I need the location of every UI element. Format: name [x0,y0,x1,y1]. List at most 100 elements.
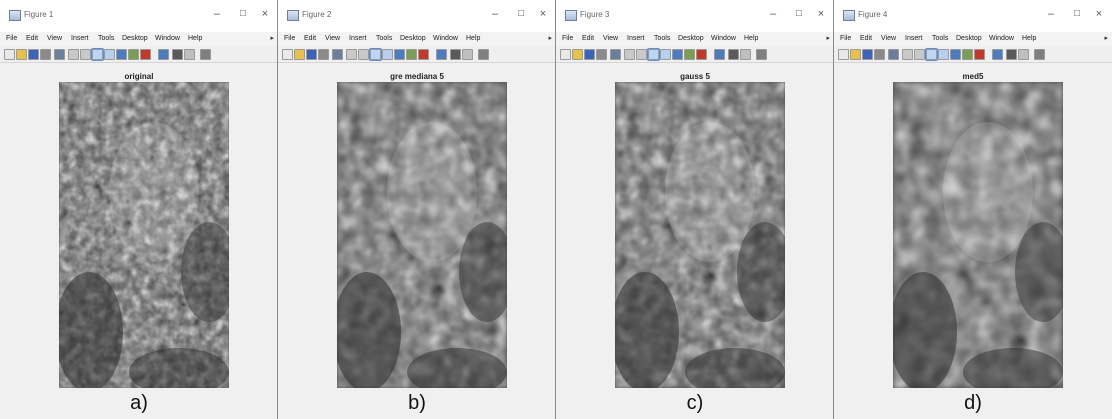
maximize-button[interactable]: □ [517,8,525,19]
print-icon[interactable] [318,49,329,60]
pan-icon[interactable] [369,48,382,61]
colorbar-icon[interactable] [158,49,169,60]
minimize-button[interactable]: – [1047,8,1055,20]
colorbar-icon[interactable] [992,49,1003,60]
menu-desktop[interactable]: Desktop [122,35,148,42]
show-plot-tools-icon[interactable] [478,49,489,60]
menu-file[interactable]: File [6,35,18,42]
close-button[interactable]: × [817,8,825,20]
open-file-icon[interactable] [572,49,583,60]
zoom-out-icon[interactable] [358,49,369,60]
menu-edit[interactable]: Edit [304,35,317,42]
link-plot-icon[interactable] [696,49,707,60]
menu-view[interactable]: View [47,35,63,42]
legend-icon[interactable] [450,49,461,60]
menu-file[interactable]: File [840,35,852,42]
menu-window[interactable]: Window [433,35,458,42]
menu-view[interactable]: View [603,35,619,42]
menu-window[interactable]: Window [711,35,736,42]
zoom-in-icon[interactable] [624,49,635,60]
menu-view[interactable]: View [881,35,897,42]
brush-icon[interactable] [684,49,695,60]
save-icon[interactable] [862,49,873,60]
open-file-icon[interactable] [294,49,305,60]
save-icon[interactable] [306,49,317,60]
rotate-icon[interactable] [660,49,671,60]
maximize-button[interactable]: □ [795,8,803,19]
data-cursor-icon[interactable] [116,49,127,60]
menu-file[interactable]: File [562,35,574,42]
pan-icon[interactable] [91,48,104,61]
zoom-in-icon[interactable] [346,49,357,60]
menu-desktop[interactable]: Desktop [956,35,982,42]
minimize-button[interactable]: – [769,8,777,20]
data-cursor-icon[interactable] [394,49,405,60]
new-figure-icon[interactable] [560,49,571,60]
menu-insert[interactable]: Insert [349,35,367,42]
new-figure-icon[interactable] [282,49,293,60]
pan-icon[interactable] [925,48,938,61]
menu-edit[interactable]: Edit [860,35,873,42]
close-button[interactable]: × [261,8,269,20]
print-icon[interactable] [40,49,51,60]
minimize-button[interactable]: – [491,8,499,20]
open-file-icon[interactable] [16,49,27,60]
brush-icon[interactable] [406,49,417,60]
new-figure-icon[interactable] [838,49,849,60]
menu-desktop[interactable]: Desktop [678,35,704,42]
rotate-icon[interactable] [382,49,393,60]
edit-plot-icon[interactable] [54,49,65,60]
hide-plot-tools-icon[interactable] [1018,49,1029,60]
zoom-out-icon[interactable] [80,49,91,60]
open-file-icon[interactable] [850,49,861,60]
menu-window[interactable]: Window [155,35,180,42]
menu-window[interactable]: Window [989,35,1014,42]
menu-insert[interactable]: Insert [627,35,645,42]
brush-icon[interactable] [962,49,973,60]
print-icon[interactable] [596,49,607,60]
zoom-out-icon[interactable] [636,49,647,60]
menu-overflow-icon[interactable]: ▸ [270,35,274,42]
data-cursor-icon[interactable] [672,49,683,60]
maximize-button[interactable]: □ [1073,8,1081,19]
menu-edit[interactable]: Edit [26,35,39,42]
brush-icon[interactable] [128,49,139,60]
data-cursor-icon[interactable] [950,49,961,60]
maximize-button[interactable]: □ [239,8,247,19]
legend-icon[interactable] [1006,49,1017,60]
image-axes[interactable] [893,82,1063,388]
link-plot-icon[interactable] [974,49,985,60]
minimize-button[interactable]: – [213,8,221,20]
menu-tools[interactable]: Tools [376,35,393,42]
edit-plot-icon[interactable] [888,49,899,60]
menu-help[interactable]: Help [466,35,481,42]
rotate-icon[interactable] [104,49,115,60]
colorbar-icon[interactable] [436,49,447,60]
menu-insert[interactable]: Insert [905,35,923,42]
close-button[interactable]: × [539,8,547,20]
menu-view[interactable]: View [325,35,341,42]
show-plot-tools-icon[interactable] [200,49,211,60]
show-plot-tools-icon[interactable] [756,49,767,60]
save-icon[interactable] [28,49,39,60]
hide-plot-tools-icon[interactable] [740,49,751,60]
menu-edit[interactable]: Edit [582,35,595,42]
hide-plot-tools-icon[interactable] [462,49,473,60]
menu-insert[interactable]: Insert [71,35,89,42]
menu-overflow-icon[interactable]: ▸ [826,35,830,42]
hide-plot-tools-icon[interactable] [184,49,195,60]
pan-icon[interactable] [647,48,660,61]
menu-overflow-icon[interactable]: ▸ [548,35,552,42]
zoom-in-icon[interactable] [68,49,79,60]
edit-plot-icon[interactable] [332,49,343,60]
colorbar-icon[interactable] [714,49,725,60]
rotate-icon[interactable] [938,49,949,60]
zoom-in-icon[interactable] [902,49,913,60]
image-axes[interactable] [615,82,785,388]
zoom-out-icon[interactable] [914,49,925,60]
legend-icon[interactable] [172,49,183,60]
menu-help[interactable]: Help [744,35,759,42]
legend-icon[interactable] [728,49,739,60]
image-axes[interactable] [59,82,229,388]
menu-help[interactable]: Help [188,35,203,42]
